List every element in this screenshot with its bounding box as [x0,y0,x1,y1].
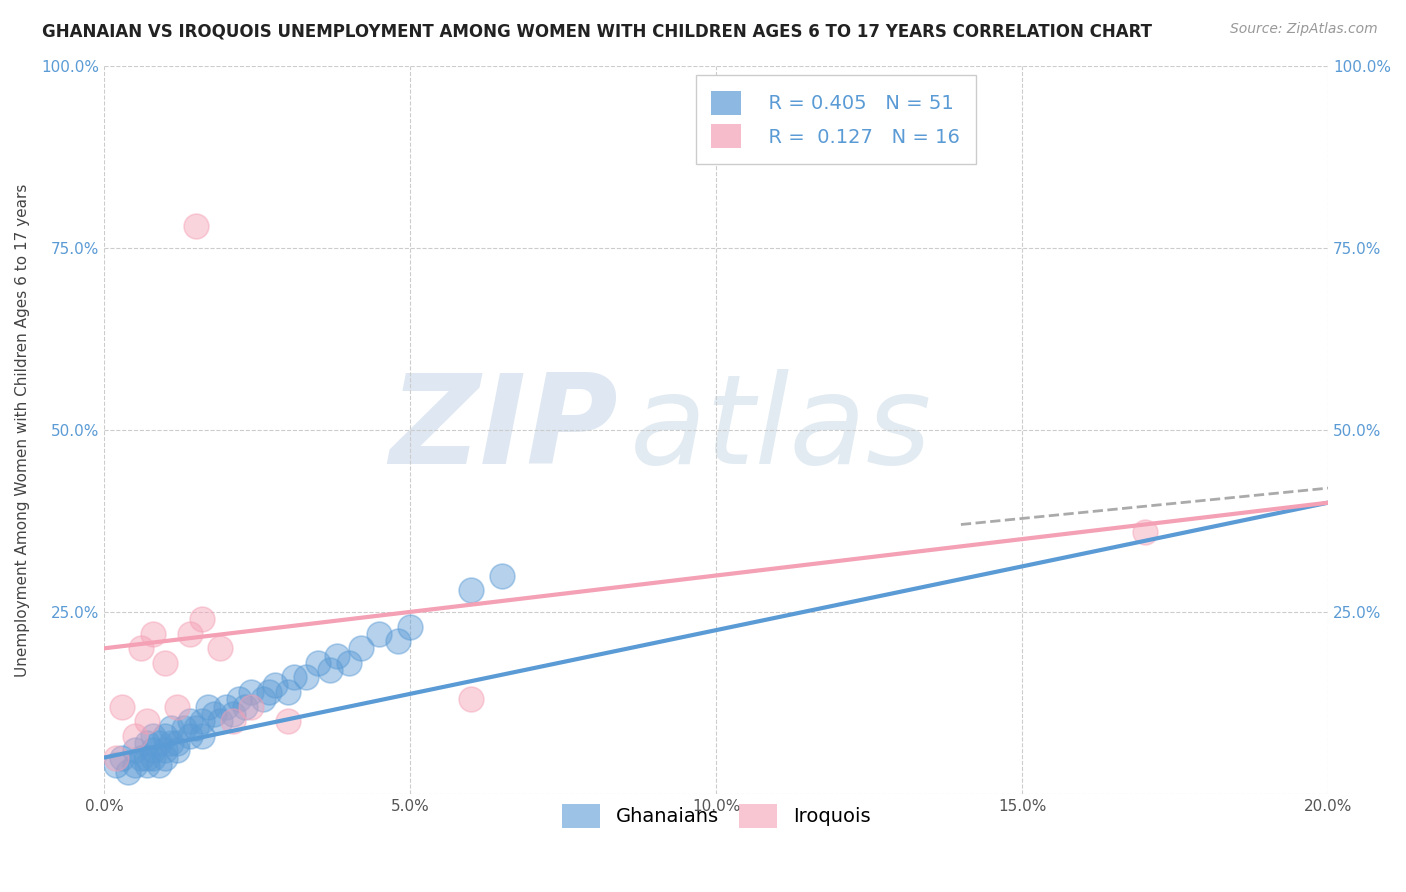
Point [153,743,176,757]
Legend: Ghanaians, Iroquois: Ghanaians, Iroquois [554,796,879,835]
Point [233,699,256,714]
Point [387,634,409,648]
Point [325,648,347,663]
Point [129,641,152,656]
Point [337,656,360,670]
Point [160,722,183,736]
Point [491,568,513,582]
Point [148,736,170,750]
Point [135,714,157,729]
Point [184,219,207,233]
Point [179,729,201,743]
Point [111,699,134,714]
Point [105,750,128,764]
Point [283,671,305,685]
Point [135,758,157,772]
Text: atlas: atlas [630,369,932,491]
Point [215,699,238,714]
Point [221,706,243,721]
Point [191,612,214,626]
Text: ZIP: ZIP [389,369,619,491]
Point [350,641,373,656]
Point [277,685,299,699]
Point [142,729,165,743]
Point [197,699,219,714]
Point [179,714,201,729]
Point [209,714,232,729]
Point [105,758,128,772]
Point [166,743,188,757]
Point [153,656,176,670]
Point [142,743,165,757]
Text: GHANAIAN VS IROQUOIS UNEMPLOYMENT AMONG WOMEN WITH CHILDREN AGES 6 TO 17 YEARS C: GHANAIAN VS IROQUOIS UNEMPLOYMENT AMONG … [42,22,1152,40]
Point [191,729,214,743]
Point [264,678,287,692]
Point [228,692,250,706]
Point [239,699,262,714]
Point [153,729,176,743]
Point [124,729,146,743]
Point [111,750,134,764]
Point [124,758,146,772]
Point [295,671,318,685]
Point [277,714,299,729]
Point [399,619,422,633]
Text: Source: ZipAtlas.com: Source: ZipAtlas.com [1230,22,1378,37]
Point [166,736,188,750]
Point [239,685,262,699]
Point [160,736,183,750]
Point [221,714,243,729]
Point [202,706,225,721]
Point [124,743,146,757]
Point [460,583,482,598]
Point [307,656,329,670]
Point [460,692,482,706]
Point [257,685,280,699]
Point [117,765,139,780]
Point [319,663,342,677]
Point [148,758,170,772]
Point [173,722,195,736]
Point [179,627,201,641]
Point [209,641,232,656]
Point [135,750,157,764]
Point [142,627,165,641]
Point [184,722,207,736]
Point [252,692,274,706]
Point [191,714,214,729]
Point [153,750,176,764]
Point [368,627,391,641]
Y-axis label: Unemployment Among Women with Children Ages 6 to 17 years: Unemployment Among Women with Children A… [15,183,30,676]
Point [166,699,188,714]
Point [1133,524,1156,539]
Point [129,750,152,764]
Point [142,750,165,764]
Point [135,736,157,750]
